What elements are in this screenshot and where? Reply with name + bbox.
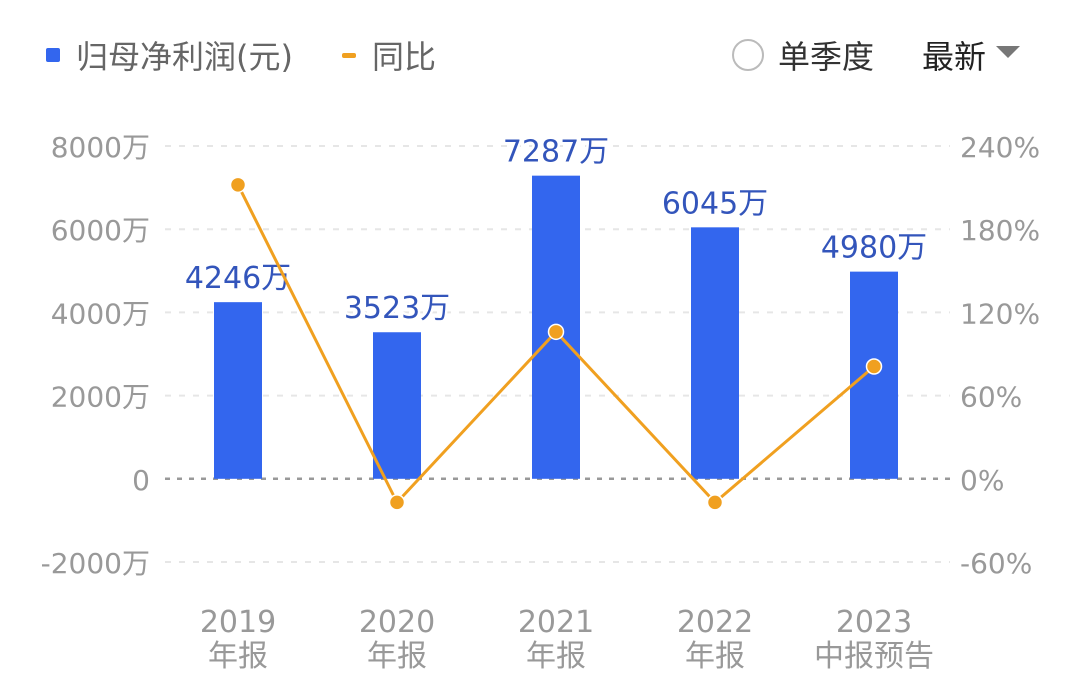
x-tick-label-type: 年报 [208,639,268,674]
quarterly-toggle[interactable]: 单季度 [732,30,874,80]
x-tick-label-year: 2021 [518,605,594,640]
left-tick-label: 8000万 [51,131,150,164]
chart-header: 归母净利润(元) 同比 单季度 最新 [0,0,1080,110]
legend-dash-icon [342,52,356,58]
right-axis: -60% 0% 60% 120% 180% 240% [960,131,1040,580]
bars [214,175,898,479]
radio-circle-icon[interactable] [732,39,764,71]
legend-label: 归母净利润(元) [76,38,293,76]
x-tick-label-year: 2023 [836,605,912,640]
left-axis: -2000万 0 2000万 4000万 6000万 8000万 [41,131,150,580]
left-tick-label: 0 [132,464,150,497]
right-tick-label: 60% [960,381,1022,414]
yoy-point [229,176,247,194]
x-tick-label-year: 2019 [200,605,276,640]
left-tick-label: 2000万 [51,381,150,414]
legend-item-yoy[interactable]: 同比 [342,30,436,80]
bar [214,302,262,479]
bar-value-label: 4246万 [185,261,291,296]
bar-value-label: 4980万 [821,231,927,266]
x-tick-label-year: 2020 [359,605,435,640]
sort-dropdown-label: 最新 [922,38,987,76]
left-tick-label: 4000万 [51,297,150,330]
x-tick-label-type: 年报 [526,639,586,674]
x-tick-label-type: 年报 [685,639,745,674]
bar [850,271,898,479]
yoy-point [547,323,565,341]
bar [691,227,739,479]
bar-value-label: 3523万 [344,291,450,326]
sort-dropdown[interactable]: 最新 [922,30,1021,80]
right-tick-label: 0% [960,464,1004,497]
yoy-line [229,176,883,511]
bar [373,332,421,479]
legend-square-icon [46,48,60,62]
right-tick-label: 240% [960,131,1040,164]
bar-value-label: 6045万 [662,186,768,221]
legend-item-net-profit[interactable]: 归母净利润(元) [46,30,293,80]
bar-value-label: 7287万 [503,135,609,170]
quarterly-toggle-label: 单季度 [778,38,875,76]
right-tick-label: 180% [960,214,1040,247]
yoy-point [865,358,883,375]
left-tick-label: -2000万 [41,547,150,580]
left-tick-label: 6000万 [51,214,150,247]
right-tick-label: -60% [960,547,1032,580]
yoy-point [388,494,406,511]
right-tick-label: 120% [960,297,1040,330]
x-tick-label-type: 年报 [367,639,427,674]
x-tick-label-type: 中报预告 [814,639,934,674]
x-tick-label-year: 2022 [677,605,753,640]
chevron-down-icon[interactable] [996,46,1021,58]
legend-label: 同比 [372,38,437,76]
bar-value-labels: 4246万 3523万 7287万 6045万 4980万 [182,132,929,329]
yoy-point [706,494,724,511]
